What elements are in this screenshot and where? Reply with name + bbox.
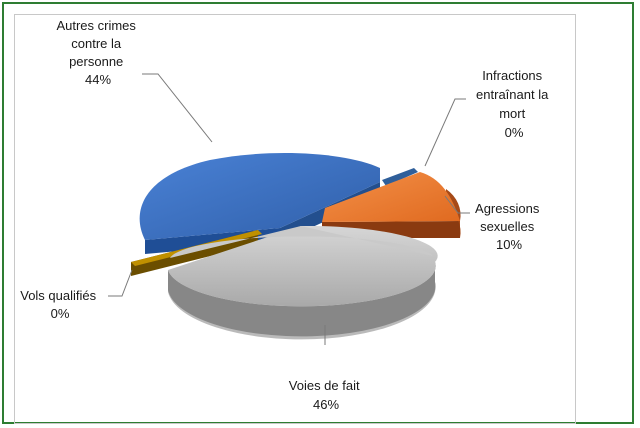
leader-infractions-mort	[424, 98, 466, 167]
slice-voies-de-fait-top	[170, 226, 433, 258]
leader-agressions	[444, 195, 470, 214]
label-agressions-sexuelles: Agressions sexuelles 10%	[475, 201, 543, 252]
slice-voies-de-fait	[168, 225, 438, 307]
leader-autres-crimes	[142, 73, 213, 143]
slice-agressions-sexuelles	[322, 172, 460, 222]
chart-area	[14, 14, 576, 424]
label-autres-crimes: Autres crimes contre la personne 44%	[56, 18, 139, 87]
slice-autres-crimes	[139, 153, 380, 240]
label-infractions-mort: Infractions entraînant la mort 0%	[476, 68, 552, 140]
leader-vols-qualifies	[108, 269, 133, 297]
slice-rim-voies-de-fait	[168, 262, 436, 340]
chart-frame	[2, 2, 634, 424]
label-vols-qualifies: Vols qualifiés 0%	[20, 288, 100, 321]
label-voies-de-fait: Voies de fait 46%	[289, 378, 363, 412]
slice-infractions-mort	[382, 168, 418, 186]
